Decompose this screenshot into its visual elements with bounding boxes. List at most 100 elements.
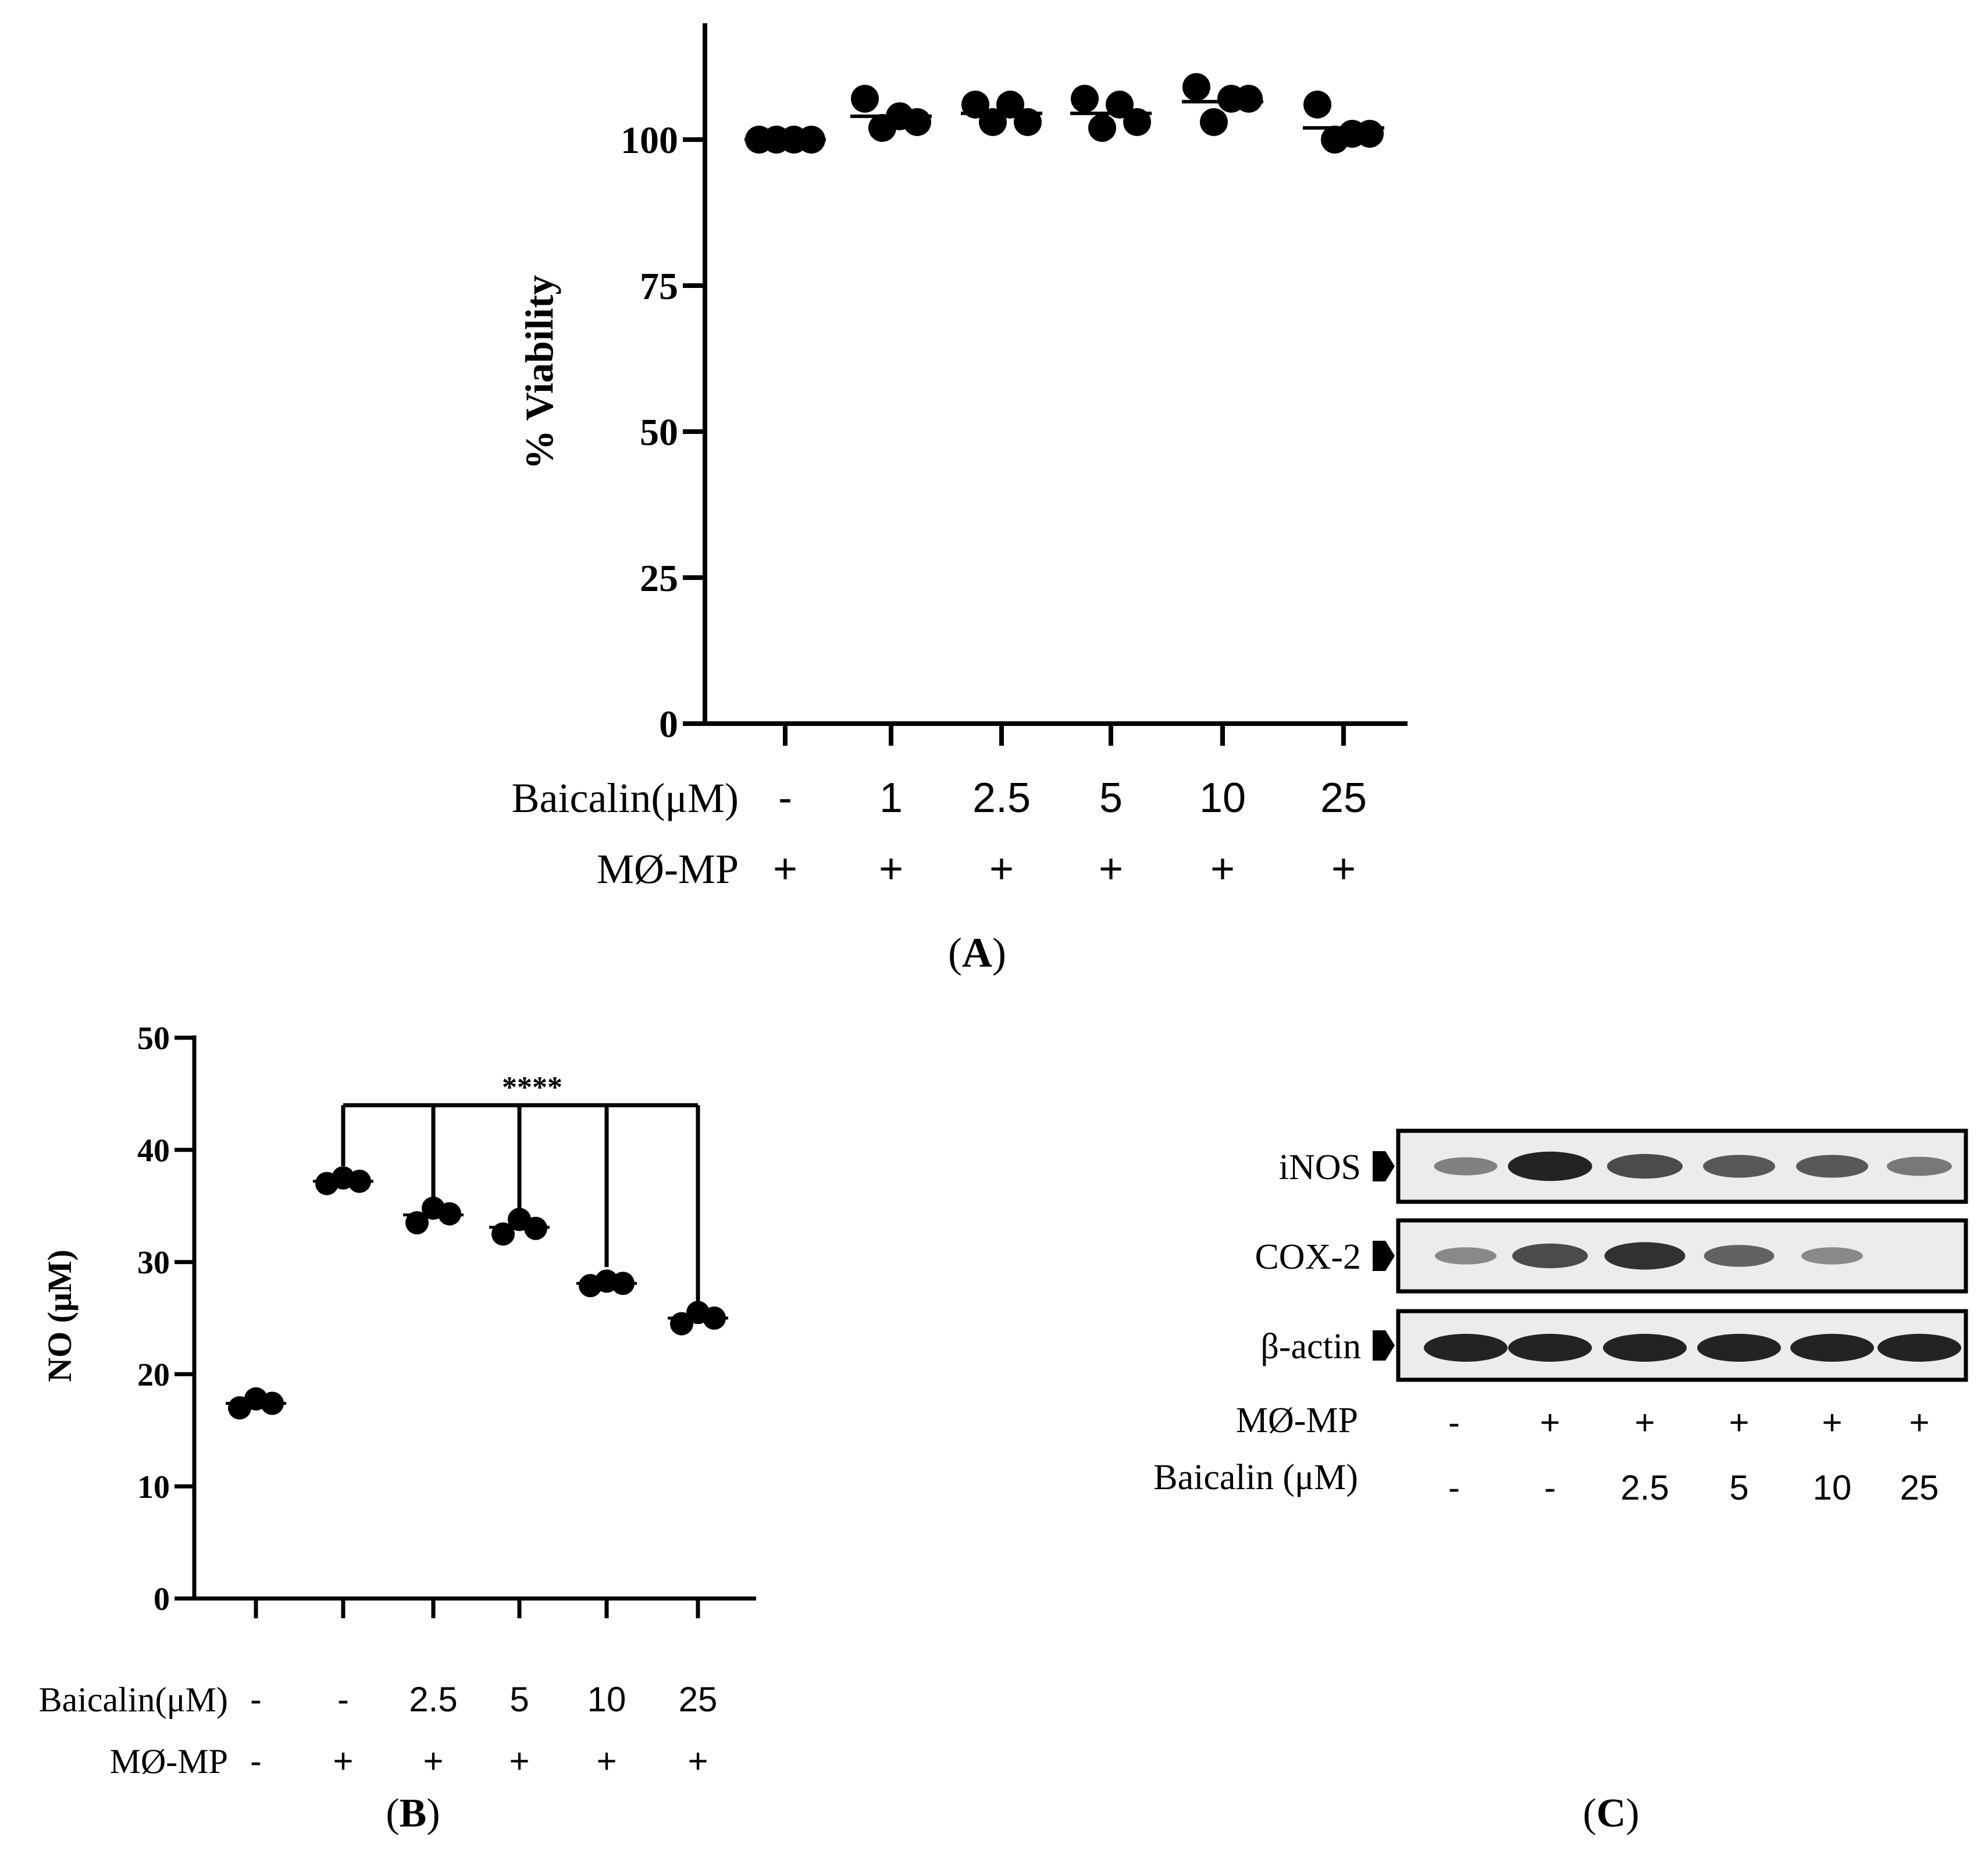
- condition-value: 5: [1729, 1468, 1748, 1507]
- data-point: [961, 90, 989, 119]
- condition-value: +: [423, 1742, 443, 1781]
- protein-band: [1703, 1155, 1775, 1178]
- data-point: [1356, 119, 1384, 148]
- condition-value: +: [1331, 846, 1356, 892]
- condition-value: -: [1448, 1403, 1460, 1442]
- data-point: [1303, 90, 1331, 119]
- y-tick-label: 30: [137, 1245, 170, 1281]
- condition-value: 25: [679, 1680, 718, 1719]
- data-point: [1071, 84, 1099, 113]
- condition-value: +: [1729, 1403, 1749, 1442]
- condition-value: +: [1634, 1403, 1655, 1442]
- condition-row-label: Baicalin(μM): [39, 1681, 228, 1719]
- band-label: iNOS: [1279, 1148, 1361, 1187]
- condition-value: -: [1448, 1468, 1460, 1507]
- panel-label-letter: C: [1597, 1791, 1626, 1836]
- data-point: [851, 84, 879, 113]
- panel-label: (B): [386, 1791, 440, 1836]
- y-tick-label: 25: [640, 557, 678, 600]
- data-point: [405, 1211, 429, 1235]
- condition-row-label: Baicalin(μM): [512, 775, 739, 821]
- protein-band: [1796, 1155, 1868, 1178]
- condition-value: -: [250, 1742, 262, 1781]
- condition-value: +: [1822, 1403, 1842, 1442]
- condition-value: +: [1540, 1403, 1560, 1442]
- condition-value: +: [879, 846, 903, 892]
- condition-value: 2.5: [1620, 1468, 1669, 1507]
- data-point: [1123, 108, 1151, 136]
- y-axis-title: % Viability: [517, 275, 561, 469]
- data-point: [1106, 90, 1134, 119]
- data-point: [1088, 113, 1116, 142]
- condition-value: +: [773, 846, 797, 892]
- condition-row-label: MØ-MP: [1236, 1401, 1358, 1440]
- panel-label: (A): [948, 930, 1006, 976]
- condition-value: +: [596, 1742, 617, 1781]
- band-label: β-actin: [1260, 1327, 1361, 1366]
- data-point: [903, 108, 931, 136]
- data-point: [1014, 108, 1042, 136]
- data-point: [996, 90, 1024, 119]
- panel-label-letter: B: [400, 1791, 427, 1836]
- condition-row-label: Baicalin (μM): [1153, 1458, 1358, 1497]
- panel-c-western-blot: iNOS COX-2 β-actin MØ-MP - + + + + + Baicalin (μM)…: [1153, 1128, 1968, 1836]
- condition-value: 5: [510, 1680, 529, 1719]
- data-point: [1235, 84, 1263, 113]
- y-tick-label: 0: [154, 1582, 170, 1618]
- y-tick-label: 50: [640, 411, 678, 454]
- protein-band: [1424, 1334, 1508, 1362]
- significance-label: ****: [502, 1071, 562, 1104]
- y-axis-title: NO (μM): [41, 1249, 79, 1382]
- condition-value: +: [333, 1742, 353, 1781]
- condition-row-label: MØ-MP: [110, 1742, 228, 1781]
- condition-value: 25: [1320, 775, 1367, 821]
- data-point: [1200, 108, 1228, 136]
- panel-label-letter: A: [962, 930, 992, 976]
- condition-value: 10: [1199, 775, 1246, 821]
- condition-value: -: [337, 1680, 349, 1719]
- condition-value: -: [250, 1680, 262, 1719]
- protein-band: [1512, 1243, 1588, 1269]
- condition-value: +: [509, 1742, 529, 1781]
- condition-value: 1: [879, 775, 903, 821]
- condition-value: 2.5: [972, 775, 1031, 821]
- protein-band: [1697, 1334, 1781, 1362]
- y-tick-label: 0: [659, 703, 678, 746]
- y-tick-label: 100: [621, 119, 678, 162]
- condition-value: 10: [1813, 1468, 1852, 1507]
- condition-value: 25: [1900, 1468, 1939, 1507]
- data-point: [979, 108, 1007, 136]
- condition-row-label: MØ-MP: [597, 846, 739, 892]
- protein-band: [1603, 1334, 1687, 1362]
- protein-band: [1434, 1157, 1498, 1176]
- protein-band: [1435, 1247, 1497, 1265]
- panel-a-viability-chart: 0 25 50 75 100 % Viability Baicalin(μM) - 1 2.5 5 1…: [512, 23, 1408, 976]
- protein-band: [1604, 1242, 1686, 1270]
- y-tick-label: 40: [137, 1133, 170, 1169]
- protein-band: [1801, 1247, 1863, 1265]
- y-tick-label: 20: [137, 1357, 170, 1393]
- condition-value: +: [1909, 1403, 1929, 1442]
- condition-value: -: [1544, 1468, 1556, 1507]
- protein-band: [1887, 1156, 1952, 1176]
- condition-value: +: [1210, 846, 1235, 892]
- panel-label: (C): [1583, 1791, 1639, 1836]
- condition-value: +: [989, 846, 1014, 892]
- condition-value: +: [687, 1742, 708, 1781]
- protein-band: [1508, 1334, 1592, 1362]
- condition-value: 10: [587, 1680, 626, 1719]
- arrow-icon: [1373, 1330, 1395, 1361]
- y-tick-label: 50: [137, 1021, 170, 1057]
- protein-band: [1704, 1245, 1775, 1267]
- arrow-icon: [1373, 1241, 1395, 1271]
- y-tick-label: 75: [640, 265, 678, 308]
- protein-band: [1508, 1151, 1592, 1181]
- protein-band: [1790, 1334, 1874, 1362]
- condition-value: -: [778, 775, 792, 821]
- arrow-icon: [1373, 1151, 1395, 1181]
- protein-band: [1607, 1153, 1683, 1179]
- y-tick-label: 10: [137, 1469, 170, 1505]
- condition-value: +: [1099, 846, 1123, 892]
